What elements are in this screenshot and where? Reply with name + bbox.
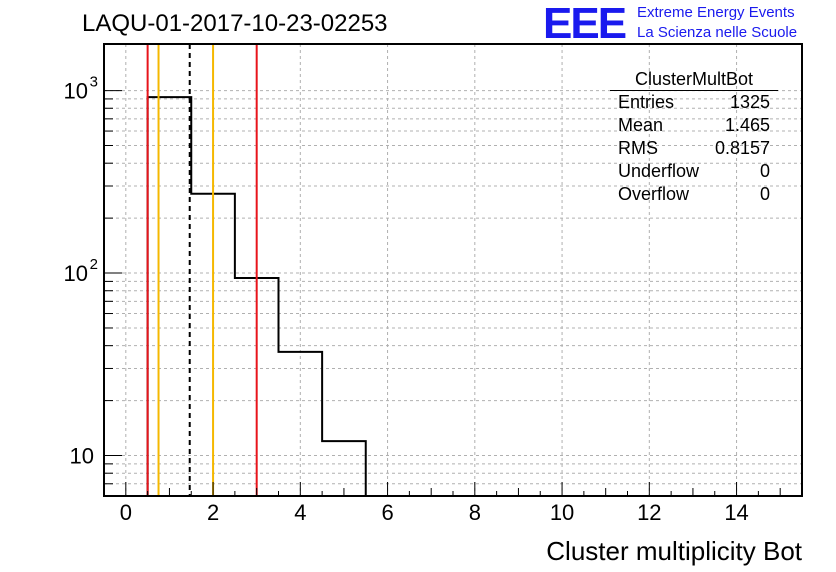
stats-value: 1325 (729, 92, 770, 112)
stats-title: ClusterMultBot (610, 68, 778, 91)
stats-value: 0.8157 (714, 138, 770, 158)
stats-row-overflow: Overflow 0 (610, 183, 778, 206)
y-tick-exponent: 3 (90, 74, 98, 91)
stats-row-underflow: Underflow 0 (610, 160, 778, 183)
stats-label: Entries (618, 92, 675, 112)
eee-logo-mark: EEE (543, 0, 627, 48)
stats-row-mean: Mean 1.465 (610, 114, 778, 137)
histogram-bin (148, 97, 192, 496)
eee-logo-line1: Extreme Energy Events (637, 4, 795, 21)
stats-value: 0 (759, 184, 770, 204)
x-tick-label: 0 (120, 500, 132, 525)
chart-title: LAQU-01-2017-10-23-02253 (82, 10, 388, 37)
x-axis-label: Cluster multiplicity Bot (546, 536, 802, 566)
stats-label: RMS (618, 138, 658, 158)
stats-label: Overflow (618, 184, 690, 204)
stats-row-entries: Entries 1325 (610, 91, 778, 114)
y-tick-label: 10 (64, 79, 88, 104)
stats-label: Mean (618, 115, 664, 135)
x-tick-label: 14 (724, 500, 748, 525)
x-tick-label: 10 (550, 500, 574, 525)
stats-value: 1.465 (724, 115, 770, 135)
stats-box: ClusterMultBot Entries 1325 Mean 1.465 R… (610, 68, 778, 206)
x-tick-label: 4 (294, 500, 306, 525)
x-tick-label: 2 (207, 500, 219, 525)
y-tick-label: 10 (70, 444, 94, 469)
x-tick-label: 8 (469, 500, 481, 525)
y-tick-label: 10 (64, 261, 88, 286)
eee-logo-line2: La Scienza nelle Scuole (637, 24, 798, 41)
stats-row-rms: RMS 0.8157 (610, 137, 778, 160)
x-tick-label: 12 (637, 500, 661, 525)
y-tick-exponent: 2 (90, 256, 98, 273)
histogram-bin (322, 441, 366, 496)
x-tick-label: 6 (381, 500, 393, 525)
stats-value: 0 (759, 161, 770, 181)
stats-label: Underflow (618, 161, 700, 181)
